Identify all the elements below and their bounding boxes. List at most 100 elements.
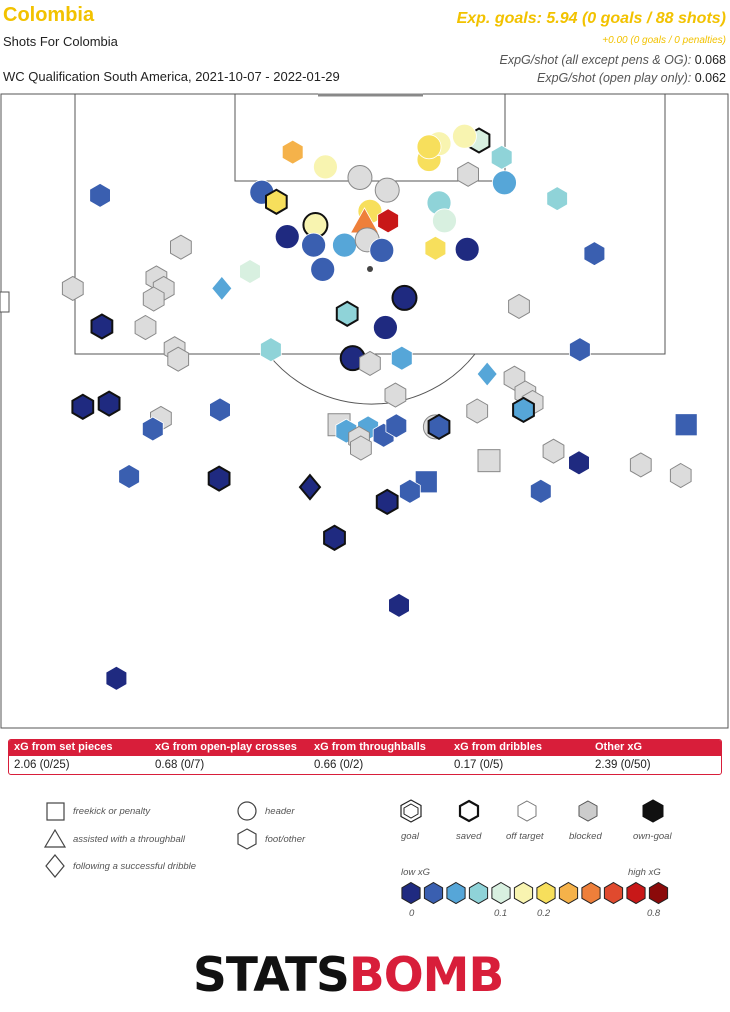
legend-blocked-label: blocked [569, 831, 602, 842]
shot-marker-55 [97, 390, 121, 417]
xg-per-shot-open-label: ExpG/shot (open play only): [536, 71, 692, 85]
shot-marker-28 [170, 234, 192, 260]
xg-breakdown-header: xG from set pieces xG from open-play cro… [9, 740, 721, 756]
shot-marker-8 [490, 144, 513, 170]
header-other: Other xG [595, 741, 643, 753]
shot-marker-38 [335, 300, 359, 327]
logo-stats: STATS [193, 948, 350, 1003]
xg-scale-swatch-1 [423, 881, 444, 905]
goal-inner-icon [403, 803, 419, 819]
xg-color-scale [401, 881, 669, 905]
shot-marker-76 [207, 465, 231, 492]
xg-per-shot-open-value: 0.062 [694, 71, 726, 85]
legend-tick-0-1: 0.1 [494, 908, 508, 919]
shot-marker-40 [90, 313, 114, 340]
shot-marker-37 [391, 284, 418, 311]
shot-marker-32 [142, 286, 165, 312]
shot-marker-27 [310, 257, 336, 282]
statsbomb-logo: STATSBOMB [193, 948, 504, 1003]
legend-freekick-label: freekick or penalty [73, 806, 151, 817]
shot-marker-6 [416, 134, 442, 160]
xg-scale-swatch-5 [513, 881, 534, 905]
shot-marker-26 [454, 236, 480, 262]
shot-marker-24 [369, 237, 395, 263]
xg-scale-swatch-7 [558, 881, 579, 905]
xg-per-shot-all: ExpG/shot (all except pens & OG): 0.068 [499, 53, 726, 67]
shot-marker-25 [424, 235, 447, 261]
side-marker [0, 291, 10, 313]
value-other: 2.39 (0/50) [595, 759, 651, 771]
legend-circle-icon [237, 801, 257, 821]
xg-scale-swatch-10 [626, 881, 646, 905]
xg-per-shot-all-label: ExpG/shot (all except pens & OG): [499, 53, 692, 67]
shot-marker-43 [167, 346, 190, 372]
shot-marker-22 [332, 232, 357, 258]
shot-marker-74 [477, 449, 501, 473]
shot-marker-52 [569, 337, 591, 363]
off-target-icon [517, 800, 537, 822]
xg-per-shot-open-play: ExpG/shot (open play only): 0.062 [537, 71, 726, 85]
shot-marker-85 [105, 665, 128, 691]
shot-marker-18 [432, 208, 457, 234]
value-throughballs: 0.66 (0/2) [314, 759, 364, 771]
shot-marker-33 [211, 275, 233, 302]
shot-marker-73 [629, 452, 652, 478]
xg-scale-swatch-6 [536, 881, 556, 905]
shot-markers [61, 123, 698, 691]
shot-marker-81 [530, 478, 552, 504]
shot-marker-80 [375, 488, 399, 516]
shot-marker-2 [347, 164, 373, 190]
header-dribbles: xG from dribbles [454, 741, 543, 753]
xg-per-shot-all-value: 0.068 [694, 53, 726, 67]
legend-dribble-label: following a successful dribble [73, 861, 197, 872]
shot-marker-86 [452, 123, 477, 149]
shot-marker-44 [260, 337, 282, 363]
penalty-spot [367, 266, 373, 272]
shot-marker-59 [466, 398, 489, 424]
shot-marker-54 [71, 393, 95, 420]
goal-icon [400, 799, 422, 823]
legend-throughball-label: assisted with a throughball [73, 834, 185, 845]
xg-breakdown-values: 2.06 (0/25) 0.68 (0/7) 0.66 (0/2) 0.17 (… [9, 756, 721, 774]
xg-scale-swatch-0 [401, 881, 421, 905]
legend-own-goal-label: own-goal [633, 831, 672, 842]
xg-scale-swatch-11 [648, 881, 669, 905]
value-crosses: 0.68 (0/7) [155, 759, 205, 771]
shot-marker-46 [359, 350, 381, 376]
shot-marker-34 [61, 275, 84, 301]
shot-marker-9 [457, 161, 479, 187]
shot-marker-79 [399, 478, 421, 504]
shot-marker-68 [427, 413, 451, 441]
shot-marker-35 [583, 241, 606, 267]
shot-map [0, 93, 729, 729]
shot-marker-78 [414, 470, 438, 494]
blocked-icon [578, 800, 598, 822]
shot-marker-58 [209, 397, 231, 423]
shot-marker-19 [546, 186, 568, 212]
shot-marker-77 [298, 473, 322, 501]
xg-scale-swatch-3 [468, 881, 489, 905]
legend-off-target-label: off target [506, 831, 544, 842]
legend-square-icon [46, 802, 65, 821]
header-throughballs: xG from throughballs [314, 741, 426, 753]
penalty-arc [267, 353, 476, 405]
xg-scale-swatch-4 [491, 881, 511, 905]
shot-marker-48 [476, 361, 498, 387]
shot-marker-87 [492, 170, 517, 196]
xg-breakdown-table: xG from set pieces xG from open-play cro… [8, 739, 722, 775]
shot-marker-39 [373, 315, 398, 340]
shot-marker-10 [89, 182, 111, 208]
shot-marker-83 [323, 524, 346, 551]
shot-marker-29 [239, 259, 261, 284]
shot-marker-1 [313, 154, 338, 180]
shot-marker-60 [512, 396, 535, 424]
shot-marker-53 [384, 382, 407, 408]
shot-marker-70 [674, 413, 698, 437]
legend-header-label: header [265, 806, 295, 817]
shot-marker-66 [385, 413, 408, 439]
shot-marker-0 [281, 139, 304, 165]
legend [43, 799, 669, 905]
legend-low-xg-label: low xG [401, 867, 431, 878]
legend-triangle-icon [43, 828, 67, 848]
team-title: Colombia [3, 4, 95, 26]
